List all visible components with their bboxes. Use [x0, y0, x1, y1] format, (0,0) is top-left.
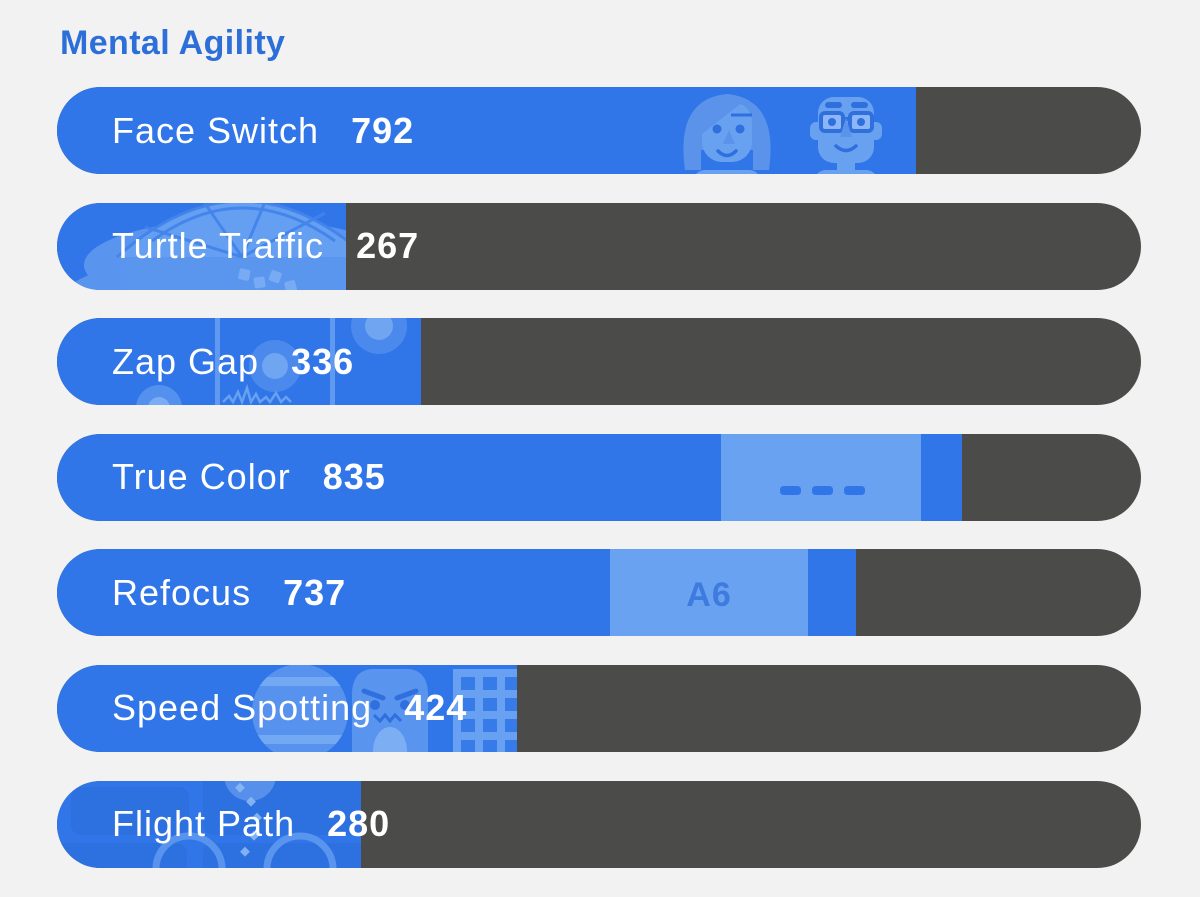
bar-fill: A6	[57, 549, 856, 637]
score-bar-zap-gap[interactable]: Zap Gap 336	[57, 318, 1141, 406]
score-list: Face Switch 792	[57, 87, 1141, 868]
score-bar-speed-spotting[interactable]: Speed Spotting 424	[57, 664, 1141, 752]
score-bar-face-switch[interactable]: Face Switch 792	[57, 87, 1141, 174]
color-dashes-icon	[721, 433, 921, 521]
bar-fill	[57, 780, 361, 868]
flight-path-icon	[57, 780, 361, 868]
bar-fill	[57, 433, 963, 521]
game-score: 267	[356, 225, 420, 267]
faces-icon	[683, 94, 882, 174]
bar-fill	[57, 87, 916, 174]
letter-card-icon	[610, 549, 808, 637]
score-bar-turtle-traffic[interactable]: Turtle Traffic 267	[57, 202, 1141, 290]
score-bar-refocus[interactable]: A6 Refocus 737	[57, 549, 1141, 637]
score-bar-true-color[interactable]: True Color 835	[57, 433, 1141, 521]
score-bar-flight-path[interactable]: Flight Path 280	[57, 780, 1141, 868]
section-title: Mental Agility	[60, 24, 286, 62]
bar-fill	[57, 318, 422, 406]
bar-fill	[57, 202, 347, 290]
turtle-icon	[61, 202, 347, 290]
zap-lanes-icon	[136, 318, 407, 406]
spotting-scene-icon	[252, 664, 517, 752]
bar-fill	[57, 664, 517, 752]
